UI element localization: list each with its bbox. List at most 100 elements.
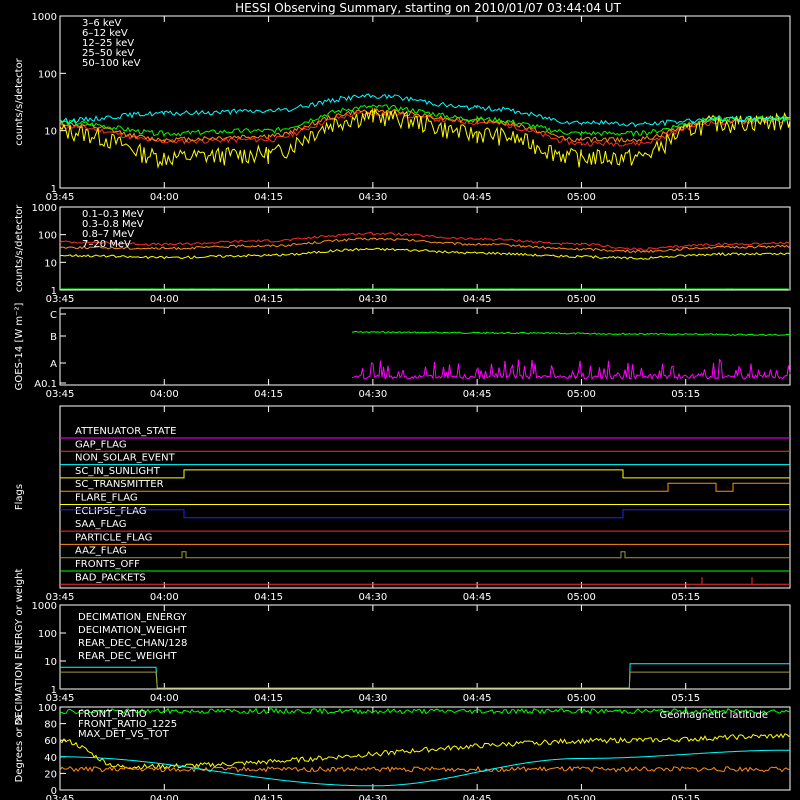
x-tick-label: 05:00 bbox=[567, 192, 596, 203]
y-tick-label: 100 bbox=[38, 629, 57, 640]
flag-line bbox=[60, 509, 790, 519]
x-tick-label: 04:15 bbox=[254, 794, 283, 800]
series-line bbox=[351, 358, 791, 381]
flag-label: PARTICLE_FLAG bbox=[75, 532, 152, 543]
x-tick-label: 05:00 bbox=[567, 693, 596, 704]
x-tick-label: 04:15 bbox=[254, 192, 283, 203]
y-tick-label: A0.1 bbox=[34, 379, 57, 390]
series-line bbox=[59, 733, 791, 770]
panel-frame bbox=[59, 405, 791, 589]
y-tick-label: 1000 bbox=[32, 601, 57, 612]
y-tick-label: C bbox=[50, 310, 57, 321]
series-line bbox=[59, 107, 791, 169]
x-tick-label: 05:00 bbox=[567, 592, 596, 603]
x-tick-label: 04:15 bbox=[254, 693, 283, 704]
legend-entry: FRONT_RATIO_1225 bbox=[78, 719, 177, 730]
x-tick-label: 04:15 bbox=[254, 294, 283, 305]
flag-label: ATTENUATOR_STATE bbox=[75, 426, 176, 437]
x-tick-label: 04:00 bbox=[150, 693, 179, 704]
series-line bbox=[59, 247, 791, 260]
x-tick-label: 04:45 bbox=[463, 389, 492, 400]
x-tick-label: 04:45 bbox=[463, 192, 492, 203]
y-tick-label: 10 bbox=[44, 258, 57, 269]
y-axis-label: DECIMATION ENERGY or weight bbox=[14, 568, 25, 725]
flag-line bbox=[60, 551, 790, 559]
legend-entry: 50–100 keV bbox=[82, 58, 141, 69]
x-tick-label: 04:30 bbox=[358, 192, 387, 203]
y-tick-label: 1 bbox=[51, 184, 57, 195]
legend-entry: 25–50 keV bbox=[82, 48, 134, 59]
y-tick-label: 1 bbox=[51, 286, 57, 297]
x-tick-label: 05:15 bbox=[671, 294, 700, 305]
x-tick-label: 04:00 bbox=[150, 389, 179, 400]
y-tick-label: A bbox=[50, 359, 57, 370]
flag-label: NON_SOLAR_EVENT bbox=[75, 453, 176, 464]
y-axis-label: Flags bbox=[14, 484, 25, 510]
x-tick-label: 04:30 bbox=[358, 389, 387, 400]
x-tick-label: 04:00 bbox=[150, 192, 179, 203]
x-tick-label: 05:00 bbox=[567, 294, 596, 305]
x-tick-label: 05:00 bbox=[567, 794, 596, 800]
x-tick-label: 04:45 bbox=[463, 693, 492, 704]
x-tick-label: 05:00 bbox=[567, 389, 596, 400]
flag-line bbox=[60, 577, 790, 585]
series-line bbox=[60, 663, 790, 689]
series-line bbox=[59, 93, 790, 128]
chart-title: HESSI Observing Summary, starting on 201… bbox=[235, 1, 621, 15]
x-tick-label: 04:30 bbox=[358, 693, 387, 704]
series-line bbox=[59, 106, 791, 144]
x-tick-label: 04:30 bbox=[358, 592, 387, 603]
y-tick-label: 1000 bbox=[32, 203, 57, 214]
x-tick-label: 04:45 bbox=[463, 592, 492, 603]
flag-line bbox=[60, 469, 790, 479]
x-tick-label: 04:15 bbox=[254, 592, 283, 603]
y-tick-label: B bbox=[50, 332, 57, 343]
y-tick-label: 0 bbox=[51, 786, 57, 797]
x-tick-label: 05:15 bbox=[671, 389, 700, 400]
series-line bbox=[59, 231, 790, 251]
x-tick-label: 04:30 bbox=[358, 794, 387, 800]
legend-entry: 7–20 MeV bbox=[82, 239, 131, 250]
y-axis-label: counts/s/detector bbox=[14, 57, 25, 145]
y-tick-label: 40 bbox=[44, 753, 57, 764]
series-line bbox=[59, 707, 791, 715]
y-tick-label: 80 bbox=[44, 720, 57, 731]
series-line bbox=[351, 330, 791, 337]
panel-frame bbox=[59, 604, 791, 690]
x-tick-label: 03:45 bbox=[46, 192, 75, 203]
x-tick-label: 04:45 bbox=[463, 294, 492, 305]
flag-label: GAP_FLAG bbox=[75, 439, 127, 450]
legend-entry: 3–6 keV bbox=[82, 18, 121, 29]
flag-label: ECLIPSE_FLAG bbox=[75, 506, 146, 517]
series-line bbox=[59, 111, 791, 147]
x-tick-label: 04:00 bbox=[150, 592, 179, 603]
legend-entry: MAX_DET_VS_TOT bbox=[78, 729, 170, 740]
series-line bbox=[59, 104, 791, 138]
annotation-label: Geomagnetic latitude bbox=[660, 710, 768, 721]
flag-line bbox=[60, 482, 790, 492]
series-line bbox=[59, 237, 791, 254]
flag-label: SC_IN_SUNLIGHT bbox=[75, 466, 161, 477]
x-tick-label: 03:45 bbox=[46, 592, 75, 603]
legend-entry: FRONT_RATIO bbox=[78, 709, 147, 720]
flag-label: FLARE_FLAG bbox=[75, 493, 138, 504]
y-axis-label: GOES-14 [W m⁻²] bbox=[14, 303, 25, 391]
legend-entry: DECIMATION_ENERGY bbox=[78, 612, 187, 623]
flag-label: SC_TRANSMITTER bbox=[75, 479, 164, 490]
flag-label: BAD_PACKETS bbox=[75, 572, 146, 583]
y-axis-label: Degrees or % bbox=[14, 715, 25, 783]
x-tick-label: 04:15 bbox=[254, 389, 283, 400]
x-tick-label: 03:45 bbox=[46, 389, 75, 400]
panel-frame bbox=[59, 307, 791, 386]
x-tick-label: 05:15 bbox=[671, 794, 700, 800]
y-tick-label: 100 bbox=[38, 231, 57, 242]
legend-entry: DECIMATION_WEIGHT bbox=[78, 625, 187, 636]
y-tick-label: 1 bbox=[51, 685, 57, 696]
y-tick-label: 100 bbox=[38, 69, 57, 80]
legend-entry: 0.1–0.3 MeV bbox=[82, 209, 144, 220]
series-line bbox=[60, 671, 790, 689]
y-axis-label: counts/s/detector bbox=[14, 204, 25, 292]
x-tick-label: 04:00 bbox=[150, 794, 179, 800]
y-tick-label: 10 bbox=[44, 127, 57, 138]
